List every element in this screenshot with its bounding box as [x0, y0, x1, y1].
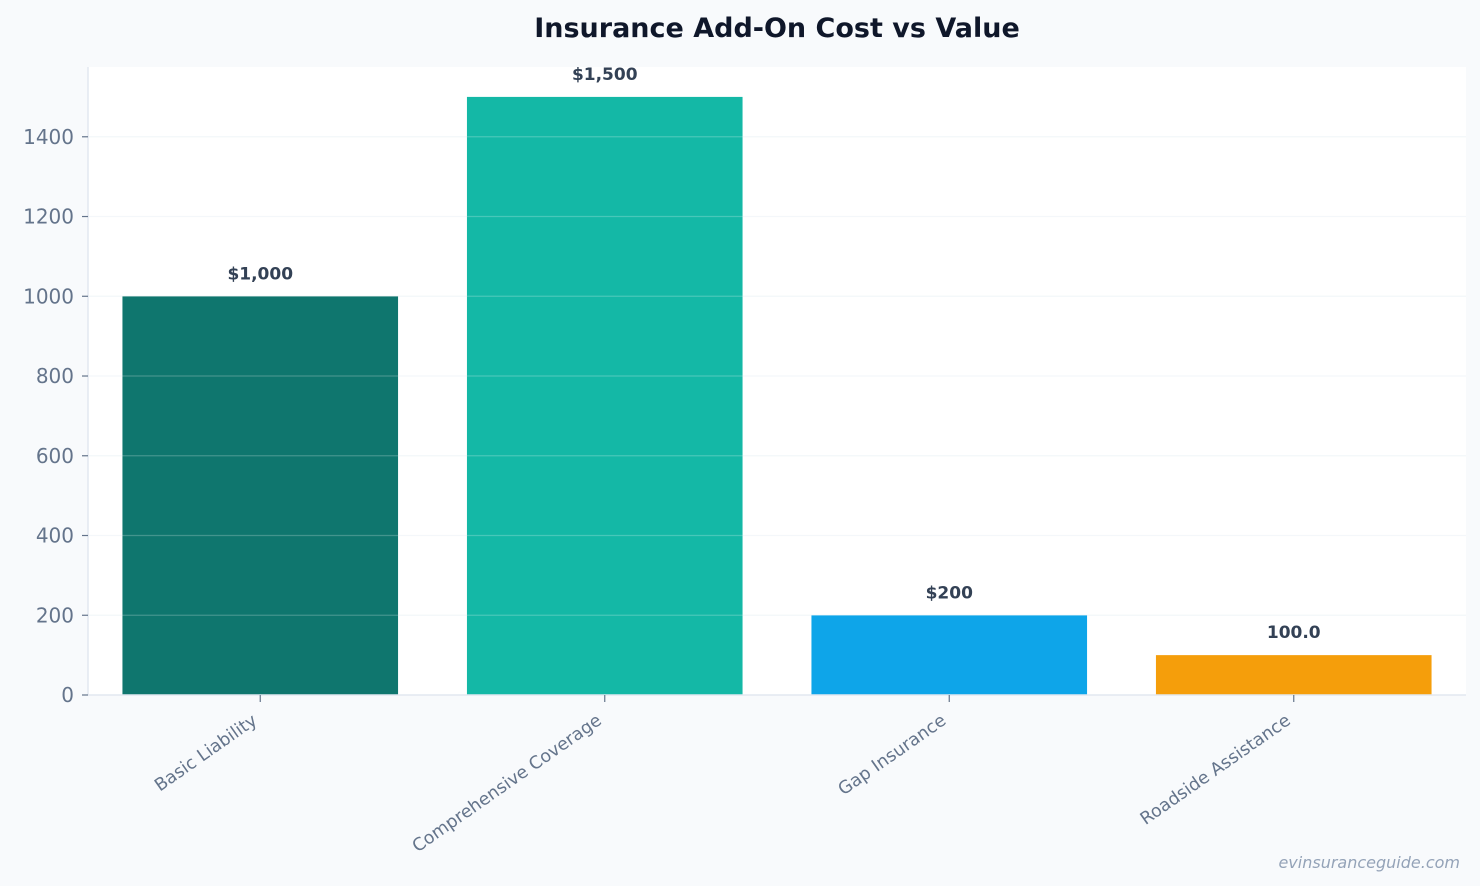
data-label: 100.0 [1267, 623, 1321, 643]
y-tick-label: 1200 [23, 205, 74, 229]
y-tick-label: 600 [36, 444, 74, 468]
y-tick-label: 1400 [23, 125, 74, 149]
x-tick-label: Comprehensive Coverage [409, 711, 606, 857]
chart-title: Insurance Add-On Cost vs Value [534, 13, 1020, 44]
axes [87, 67, 1466, 696]
y-tick-label: 200 [36, 603, 74, 627]
x-axis-ticks: Basic Liability Comprehensive Coverage Gap… [151, 695, 1295, 857]
x-tick-label: Gap Insurance [835, 711, 950, 800]
bar [466, 96, 743, 695]
y-tick-label: 800 [36, 364, 74, 388]
bar [122, 296, 399, 695]
watermark-text: evinsuranceguide.com [1278, 853, 1460, 872]
bars [122, 96, 1432, 695]
y-tick-label: 0 [61, 683, 74, 707]
y-tick-label: 400 [36, 524, 74, 548]
x-tick-label: Roadside Assistance [1137, 711, 1295, 830]
x-tick-label: Basic Liability [151, 711, 261, 796]
y-tick-label: 1000 [23, 284, 74, 308]
y-axis-ticks: 0 200 400 600 800 1000 1200 1400 [23, 125, 88, 707]
data-label: $1,500 [572, 65, 638, 85]
gridline-overlay [88, 136, 1466, 616]
bar [811, 615, 1088, 695]
bar [1155, 655, 1432, 695]
data-label: $1,000 [227, 264, 293, 284]
data-label: $200 [926, 583, 973, 603]
data-labels: $1,000 $1,500 $200 100.0 [227, 65, 1320, 643]
